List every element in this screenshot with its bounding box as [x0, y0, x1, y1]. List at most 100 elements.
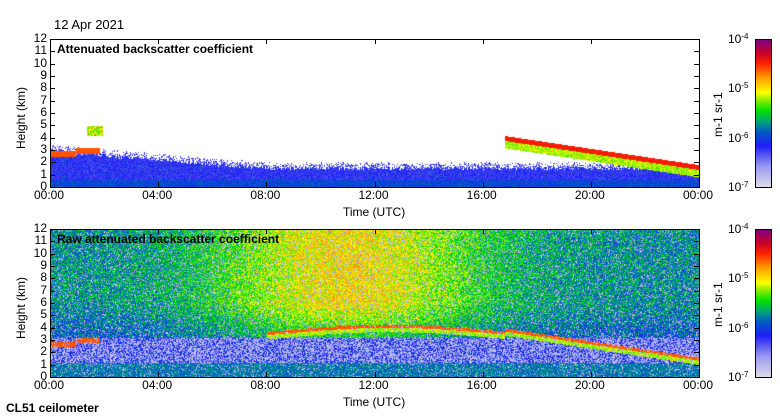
x-tick-mark: [158, 372, 160, 377]
colorbar-tick-base: 10: [728, 271, 742, 286]
y-tick-mark: [50, 364, 55, 366]
x-tick-label: 04:00: [142, 188, 173, 202]
x-tick-label: 00:00: [34, 188, 65, 202]
y-tick-label: 7: [40, 92, 47, 107]
y-tick-mark: [50, 290, 55, 292]
y-tick-mark: [694, 377, 699, 378]
x-tick-mark: [266, 39, 268, 44]
colorbar-tick-label: 10-6: [728, 320, 748, 335]
y-tick-label: 3: [40, 142, 47, 156]
heatmap-panel-2: Raw attenuated backscatter coefficient: [50, 229, 700, 378]
y-tick-mark: [50, 303, 55, 304]
x-tick-mark: [699, 372, 700, 377]
y-tick-label: 6: [40, 105, 47, 119]
x-tick-label: 08:00: [250, 378, 281, 392]
y-tick-label: 11: [34, 43, 47, 58]
y-tick-label: 11: [34, 233, 47, 248]
y-tick-label: 1: [40, 166, 47, 181]
colorbar-tick-label: 10-7: [728, 180, 749, 194]
x-axis-label: Time (UTC): [343, 395, 406, 409]
date-label: 12 Apr 2021: [54, 17, 125, 32]
colorbar-tick-exponent: -5: [741, 271, 749, 281]
y-tick-mark: [50, 340, 55, 341]
panel-title: Raw attenuated backscatter coefficient: [57, 232, 280, 246]
x-tick-label: 12:00: [358, 188, 389, 202]
x-tick-mark: [158, 182, 160, 187]
y-tick-label: 7: [40, 282, 47, 297]
y-tick-mark: [694, 137, 699, 139]
y-tick-mark: [694, 187, 699, 188]
colorbar-unit-label: m-1 sr-1: [711, 92, 725, 137]
y-tick-label: 8: [40, 80, 47, 95]
x-tick-mark: [374, 182, 376, 187]
colorbar-tick-exponent: -7: [741, 180, 749, 189]
y-tick-mark: [694, 315, 699, 317]
x-tick-mark: [50, 229, 51, 234]
y-tick-label: 12: [33, 31, 47, 45]
colorbar-tick-base: 10: [728, 32, 742, 46]
colorbar-tick-label: 10-4: [728, 32, 749, 46]
instrument-label: CL51 ceilometer: [6, 401, 99, 415]
x-tick-label: 12:00: [358, 378, 389, 392]
x-tick-mark: [482, 372, 484, 377]
x-tick-mark: [50, 182, 51, 187]
y-tick-mark: [50, 137, 55, 139]
colorbar-tick-exponent: -4: [741, 222, 749, 231]
x-tick-mark: [590, 229, 592, 234]
y-tick-label: 0: [40, 369, 47, 383]
colorbar-tick-exponent: -4: [741, 32, 749, 41]
y-tick-label: 1: [40, 356, 47, 371]
colorbar-tick-label: 10-7: [728, 371, 748, 384]
y-tick-label: 4: [40, 319, 47, 334]
y-tick-mark: [50, 174, 55, 176]
x-tick-mark: [590, 39, 592, 44]
x-tick-mark: [482, 229, 484, 234]
colorbar-tick-label: 10-4: [728, 222, 749, 236]
y-tick-mark: [50, 241, 55, 243]
y-tick-mark: [50, 229, 55, 230]
y-tick-label: 10: [33, 55, 47, 70]
colorbar-tick-label: 10-5: [728, 81, 748, 96]
y-tick-mark: [694, 241, 699, 243]
y-tick-mark: [694, 174, 699, 176]
y-tick-mark: [50, 88, 55, 90]
colorbar-tick-base: 10: [728, 320, 742, 335]
x-tick-mark: [158, 39, 160, 44]
y-tick-label: 0: [40, 179, 47, 193]
x-tick-mark: [699, 39, 700, 44]
y-tick-mark: [694, 150, 699, 151]
x-tick-mark: [50, 372, 51, 377]
x-tick-mark: [482, 39, 484, 44]
y-tick-label: 8: [40, 270, 47, 285]
y-tick-mark: [694, 229, 699, 230]
x-tick-label: 00:00: [34, 378, 65, 392]
x-tick-mark: [266, 182, 268, 187]
y-tick-mark: [50, 113, 55, 114]
y-tick-mark: [694, 327, 699, 329]
colorbar-2: [755, 229, 772, 378]
y-tick-mark: [694, 113, 699, 114]
y-tick-label: 9: [40, 68, 47, 82]
colorbar-tick-base: 10: [728, 81, 742, 96]
y-tick-mark: [50, 377, 55, 378]
x-axis-label: Time (UTC): [343, 205, 406, 219]
y-tick-mark: [50, 315, 55, 317]
colorbar-tick-base: 10: [728, 130, 742, 145]
x-tick-label: 04:00: [142, 378, 173, 392]
y-tick-mark: [50, 352, 55, 354]
y-tick-label: 9: [40, 258, 47, 272]
y-tick-mark: [50, 76, 55, 77]
y-tick-mark: [694, 100, 699, 102]
y-tick-mark: [50, 150, 55, 151]
y-tick-mark: [694, 162, 699, 164]
y-tick-mark: [50, 162, 55, 164]
x-tick-mark: [482, 182, 484, 187]
y-tick-label: 12: [33, 221, 47, 235]
panel-title: Attenuated backscatter coefficient: [57, 42, 254, 56]
y-tick-mark: [694, 253, 699, 255]
heatmap-canvas: [51, 230, 699, 377]
x-tick-mark: [158, 229, 160, 234]
colorbar-tick-base: 10: [728, 222, 742, 236]
y-tick-mark: [694, 51, 699, 53]
